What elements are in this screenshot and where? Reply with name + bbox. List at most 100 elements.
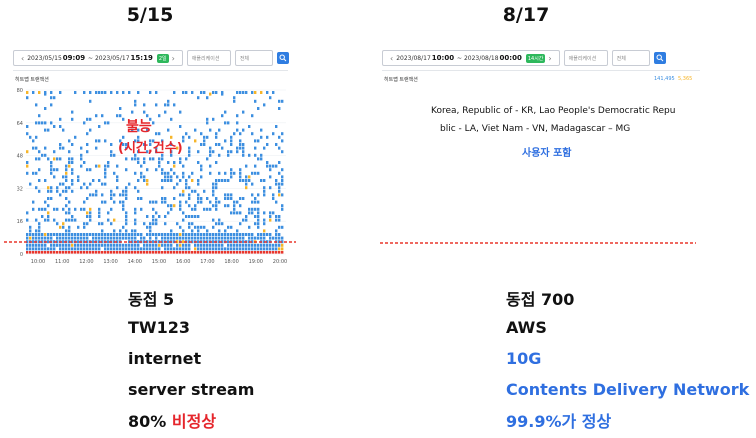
transaction-cell <box>197 215 200 218</box>
transaction-cell <box>263 233 266 236</box>
chevron-left-icon[interactable]: ‹ <box>21 53 25 63</box>
transaction-cell <box>149 117 152 121</box>
transaction-cell <box>182 233 185 236</box>
transaction-cell <box>197 150 200 154</box>
transaction-cell <box>41 247 44 251</box>
transaction-cell <box>101 229 104 233</box>
transaction-cell <box>59 117 62 121</box>
right-app-filter[interactable]: 애플리케이션 <box>563 50 608 66</box>
transaction-cell <box>167 211 170 215</box>
transaction-cell <box>203 139 206 143</box>
transaction-cell <box>125 215 128 218</box>
x-tick-label: 12:00 <box>79 259 93 265</box>
transaction-cell <box>131 233 134 236</box>
transaction-cell <box>149 236 152 240</box>
transaction-cell <box>98 139 101 143</box>
transaction-cell <box>95 164 98 168</box>
transaction-cell <box>110 222 113 226</box>
left-date-title: 5/15 <box>126 4 174 26</box>
transaction-cell <box>230 143 233 146</box>
chevron-right-icon[interactable]: › <box>548 53 552 63</box>
transaction-cell <box>179 179 182 182</box>
transaction-cell <box>227 121 230 125</box>
transaction-cell <box>281 182 284 186</box>
transaction-cell <box>251 247 254 251</box>
transaction-cell <box>221 146 224 150</box>
error-cell <box>161 251 164 254</box>
transaction-cell <box>119 200 122 204</box>
error-cell <box>254 251 257 254</box>
left-date-range[interactable]: ‹ 2023/05/15 09:09 ~ 2023/05/17 15:19 2일… <box>13 50 183 66</box>
right-date-range[interactable]: ‹ 2023/08/17 10:00 ~ 2023/08/18 00:00 14… <box>382 50 560 66</box>
error-cell <box>248 251 251 254</box>
transaction-cell <box>86 233 89 236</box>
transaction-cell <box>260 236 263 240</box>
transaction-cell <box>62 236 65 240</box>
transaction-cell <box>131 128 134 132</box>
error-cell <box>251 251 254 254</box>
transaction-cell <box>275 164 278 168</box>
transaction-cell <box>206 243 209 247</box>
transaction-cell <box>146 168 149 172</box>
transaction-cell <box>35 236 38 240</box>
right-detail-status: 99.9%가 정상 <box>506 412 612 431</box>
right-filter-select[interactable]: 전체 <box>611 50 650 66</box>
transaction-cell <box>197 229 200 233</box>
transaction-cell <box>50 164 53 168</box>
transaction-cell <box>107 161 110 164</box>
transaction-cell <box>83 91 86 94</box>
transaction-cell <box>281 247 284 251</box>
transaction-cell <box>260 153 263 157</box>
transaction-cell <box>266 143 269 146</box>
transaction-cell <box>188 215 191 218</box>
transaction-cell <box>191 236 194 240</box>
transaction-cell <box>266 135 269 139</box>
transaction-cell <box>89 128 92 132</box>
transaction-cell <box>86 236 89 240</box>
search-icon[interactable] <box>276 52 289 64</box>
transaction-cell <box>134 247 137 251</box>
transaction-cell <box>209 128 212 132</box>
transaction-cell <box>56 236 59 240</box>
transaction-cell <box>197 182 200 186</box>
transaction-cell <box>245 182 248 186</box>
transaction-cell <box>242 150 245 154</box>
transaction-cell <box>236 114 239 118</box>
transaction-cell <box>203 233 206 236</box>
transaction-cell <box>32 91 35 94</box>
transaction-cell <box>188 247 191 251</box>
transaction-cell <box>80 236 83 240</box>
transaction-cell <box>239 204 242 208</box>
transaction-cell <box>53 218 56 222</box>
left-app-filter[interactable]: 애플리케이션 <box>186 50 231 66</box>
left-filter-select[interactable]: 전체 <box>234 50 273 66</box>
transaction-cell <box>50 189 53 193</box>
transaction-cell <box>230 247 233 251</box>
transaction-cell <box>146 182 149 186</box>
transaction-cell <box>92 243 95 247</box>
transaction-cell <box>230 139 233 143</box>
transaction-cell <box>272 193 275 197</box>
transaction-cell <box>218 236 221 240</box>
transaction-cell <box>95 189 98 193</box>
transaction-cell <box>104 247 107 251</box>
search-icon[interactable] <box>653 52 666 64</box>
chevron-right-icon[interactable]: › <box>171 53 175 63</box>
transaction-cell <box>62 207 65 211</box>
x-tick-label: 11:00 <box>55 259 69 265</box>
transaction-cell <box>158 243 161 247</box>
transaction-cell <box>77 247 80 251</box>
transaction-cell <box>215 204 218 208</box>
left-divider <box>13 70 288 71</box>
transaction-cell <box>176 182 179 186</box>
right-end-date: 2023/08/18 <box>463 54 499 62</box>
error-cell <box>71 251 74 254</box>
transaction-cell <box>113 243 116 247</box>
transaction-cell <box>98 233 101 236</box>
transaction-cell <box>212 189 215 193</box>
x-tick-label: 20:00 <box>273 259 287 265</box>
transaction-cell <box>95 193 98 197</box>
transaction-cell <box>176 236 179 240</box>
transaction-cell <box>50 171 53 175</box>
chevron-left-icon[interactable]: ‹ <box>390 53 394 63</box>
